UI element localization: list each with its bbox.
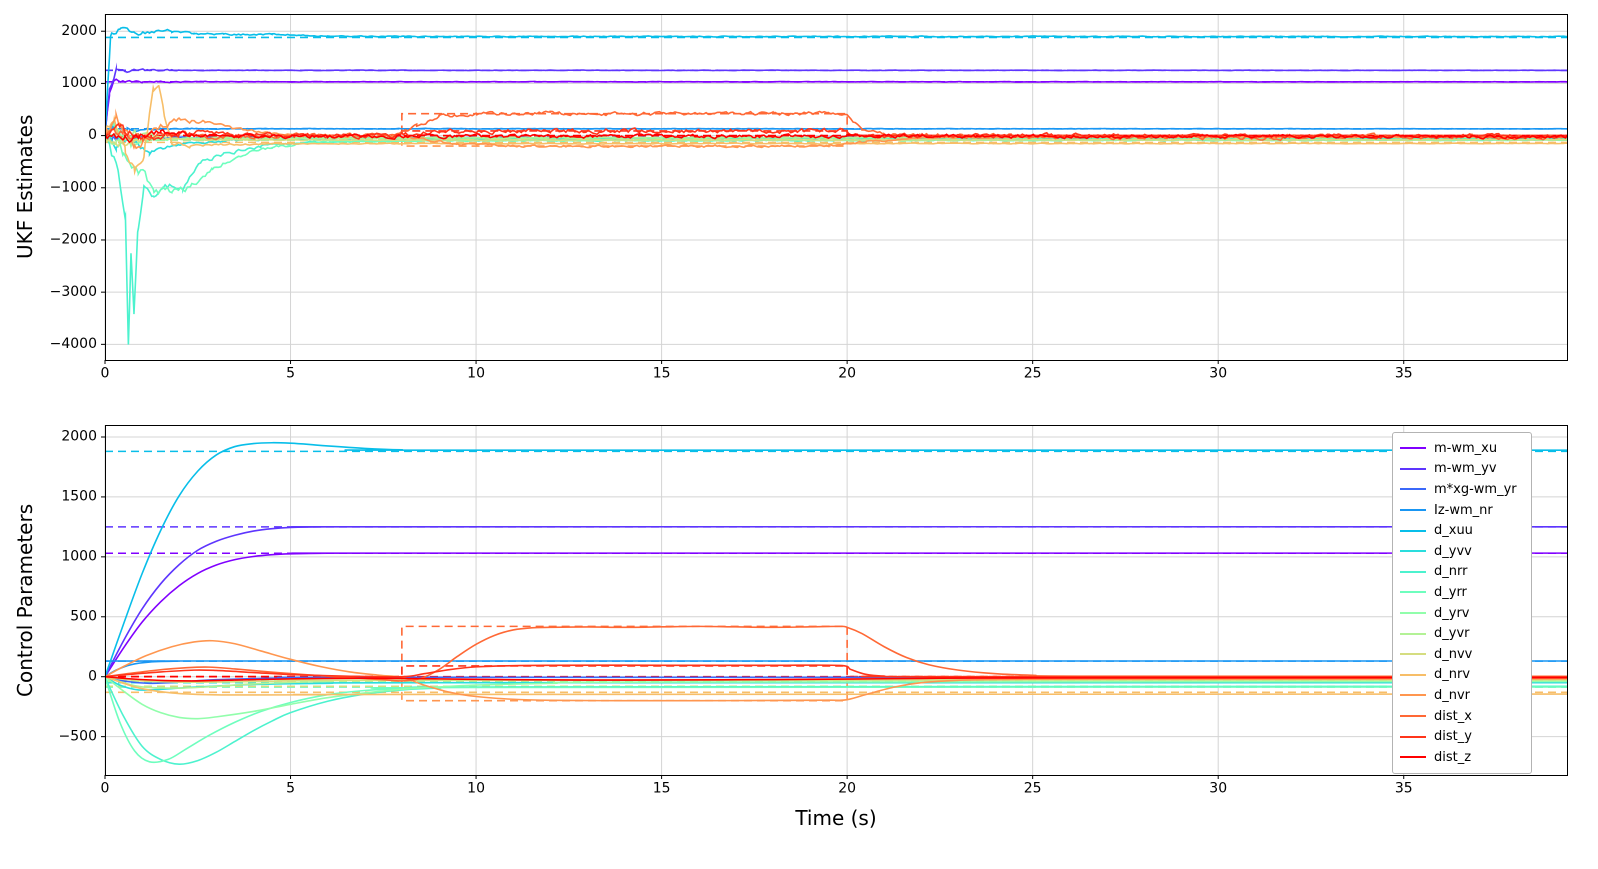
legend-item: d_yrv — [1400, 603, 1524, 624]
legend-item: d_xuu — [1400, 520, 1524, 541]
legend-line-swatch — [1400, 715, 1426, 718]
legend-item: dist_z — [1400, 747, 1524, 768]
legend-item: dist_y — [1400, 726, 1524, 747]
legend-label: Iz-wm_nr — [1434, 502, 1493, 518]
legend-label: dist_z — [1434, 749, 1472, 765]
legend-label: dist_y — [1434, 729, 1472, 745]
legend-label: d_yrv — [1434, 605, 1470, 621]
legend-label: d_nvr — [1434, 687, 1471, 703]
legend-label: m*xg-wm_yr — [1434, 481, 1517, 497]
legend-label: d_yvv — [1434, 543, 1472, 559]
legend-line-swatch — [1400, 673, 1426, 676]
legend-line-swatch — [1400, 570, 1426, 573]
legend-label: d_nrv — [1434, 667, 1471, 683]
legend-line-swatch — [1400, 694, 1426, 697]
legend-label: d_nrr — [1434, 564, 1468, 580]
legend-label: d_xuu — [1434, 523, 1473, 539]
legend-label: m-wm_xu — [1434, 440, 1498, 456]
legend-line-swatch — [1400, 488, 1426, 491]
legend-item: d_nvr — [1400, 685, 1524, 706]
legend-item: m*xg-wm_yr — [1400, 479, 1524, 500]
legend-label: d_nvv — [1434, 646, 1473, 662]
legend-item: d_nvv — [1400, 644, 1524, 665]
control-parameters-ylabel: Control Parameters — [13, 503, 37, 697]
legend-item: d_yrr — [1400, 582, 1524, 603]
legend-line-swatch — [1400, 612, 1426, 615]
legend-line-swatch — [1400, 591, 1426, 594]
legend-item: d_nrv — [1400, 665, 1524, 686]
legend-item: d_yvr — [1400, 623, 1524, 644]
legend: m-wm_xu m-wm_yv m*xg-wm_yr Iz-wm_nr d_xuu d_y… — [1392, 432, 1532, 774]
legend-item: Iz-wm_nr — [1400, 500, 1524, 521]
legend-line-swatch — [1400, 756, 1426, 759]
legend-item: d_yvv — [1400, 541, 1524, 562]
legend-item: m-wm_yv — [1400, 459, 1524, 480]
time-axis-label: Time (s) — [795, 806, 877, 830]
legend-line-swatch — [1400, 653, 1426, 656]
legend-label: dist_x — [1434, 708, 1472, 724]
legend-line-swatch — [1400, 550, 1426, 553]
legend-label: d_yrr — [1434, 584, 1467, 600]
legend-line-swatch — [1400, 467, 1426, 470]
legend-item: d_nrr — [1400, 562, 1524, 583]
legend-item: dist_x — [1400, 706, 1524, 727]
legend-item: m-wm_xu — [1400, 438, 1524, 459]
legend-line-swatch — [1400, 447, 1426, 450]
legend-label: m-wm_yv — [1434, 461, 1497, 477]
legend-label: d_yvr — [1434, 626, 1470, 642]
ukf-estimates-ylabel: UKF Estimates — [13, 114, 37, 260]
legend-line-swatch — [1400, 735, 1426, 738]
legend-line-swatch — [1400, 509, 1426, 512]
legend-line-swatch — [1400, 632, 1426, 635]
legend-line-swatch — [1400, 529, 1426, 532]
